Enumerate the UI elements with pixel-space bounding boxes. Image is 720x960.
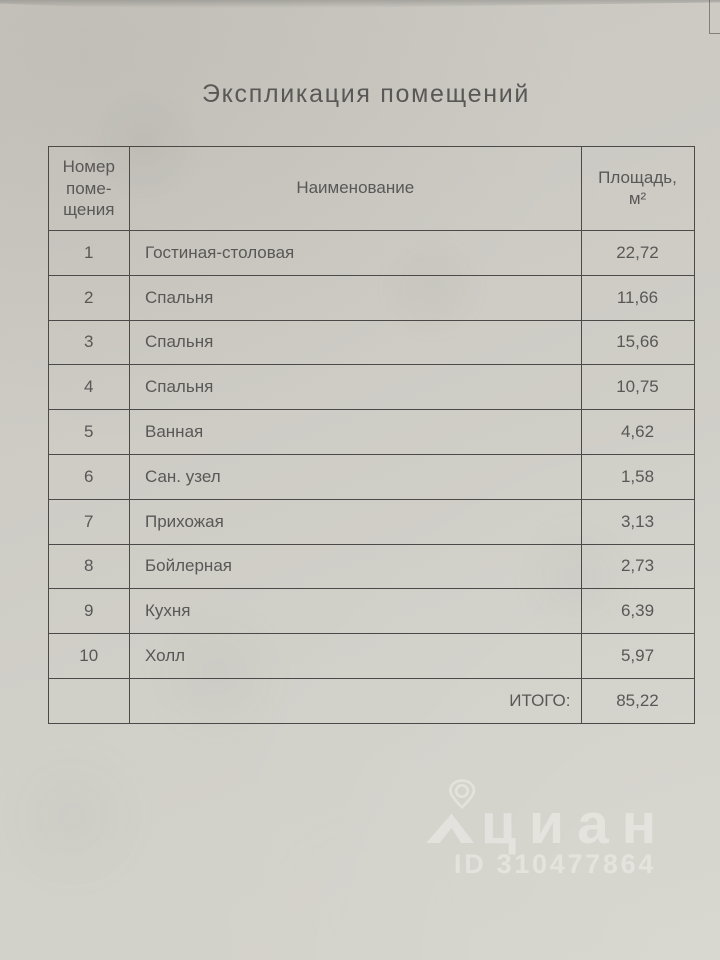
svg-text:циан: циан	[481, 792, 669, 856]
svg-text:ID 310477864: ID 310477864	[454, 849, 656, 879]
